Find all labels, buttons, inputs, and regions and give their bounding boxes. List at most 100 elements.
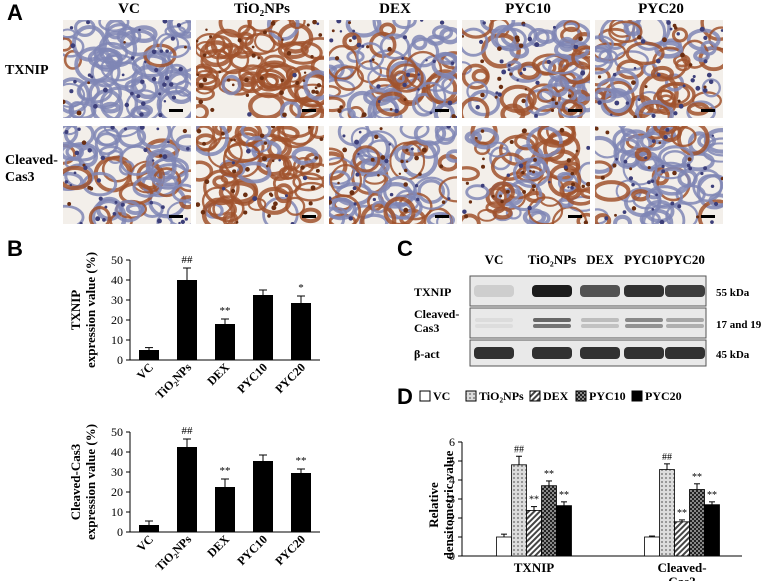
tissue-septum <box>558 36 576 52</box>
tissue-septum <box>175 80 191 97</box>
scale-bar <box>435 109 449 112</box>
tissue-septum <box>708 26 723 51</box>
cell-nucleus <box>421 147 427 153</box>
tissue-septum <box>708 193 723 208</box>
tissue-septum <box>179 195 191 210</box>
panelB-chart-txnip: TXNIPexpression value (%) 0 10 20 30 40 50 VC ##… <box>68 252 320 402</box>
cell-nucleus <box>87 81 90 85</box>
blot-lane-label: DEX <box>586 252 614 267</box>
cell-nucleus <box>522 23 526 27</box>
cell-nucleus <box>499 59 504 64</box>
cell-nucleus <box>95 216 101 222</box>
cell-nucleus <box>501 69 507 75</box>
blot-row-label: Cleaved-Cas3 <box>414 307 459 335</box>
cell-nucleus <box>259 133 265 138</box>
cell-nucleus <box>295 80 300 86</box>
tissue-septum <box>634 99 675 118</box>
cell-nucleus <box>622 210 627 215</box>
cell-nucleus <box>499 194 503 198</box>
panelD-ytick-label: 6 <box>449 435 455 449</box>
panelB-category-label: TiO₂NPs <box>153 360 195 402</box>
cell-nucleus <box>403 182 408 187</box>
cell-nucleus <box>481 164 486 169</box>
panelD-bar <box>704 504 720 557</box>
legend-swatch <box>465 390 477 402</box>
cell-nucleus <box>272 159 275 163</box>
cell-nucleus <box>356 42 362 48</box>
tissue-septum <box>467 89 501 117</box>
cell-nucleus <box>497 46 502 51</box>
panelB-ytick-label: 0 <box>117 353 123 367</box>
tissue-septum <box>212 175 229 189</box>
blot-band <box>474 347 514 359</box>
cell-nucleus <box>303 71 307 74</box>
panelB-chart-cleaved-cas3: Cleaved-Cas3expression value (%) 0 10 20 30 4… <box>68 424 320 574</box>
panelD-ytick-label: 1 <box>449 530 455 544</box>
tissue-septum <box>308 126 324 139</box>
blot-molecular-weight: 45 kDa <box>716 349 750 361</box>
cell-nucleus <box>527 36 533 42</box>
cell-nucleus <box>651 113 656 118</box>
cell-nucleus <box>196 39 199 43</box>
panelB-ytick-label: 10 <box>111 333 123 347</box>
tissue-septum <box>441 75 457 95</box>
tissue-septum <box>431 24 454 41</box>
cell-nucleus <box>339 30 343 33</box>
cell-nucleus <box>316 83 322 88</box>
panelB-ytick-label: 10 <box>111 505 123 519</box>
tissue-septum <box>543 132 581 165</box>
tissue-septum <box>500 103 526 118</box>
cell-nucleus <box>497 76 502 81</box>
cell-nucleus <box>650 179 655 184</box>
cell-nucleus <box>205 28 208 32</box>
tissue-septum <box>462 63 490 90</box>
cell-nucleus <box>273 201 278 207</box>
cell-nucleus <box>196 202 201 207</box>
cell-nucleus <box>700 171 704 176</box>
panelB-ytick-label: 30 <box>111 465 123 479</box>
blot-band <box>533 318 571 322</box>
cell-nucleus <box>73 171 77 175</box>
cell-nucleus <box>439 20 445 25</box>
cell-nucleus <box>316 22 320 26</box>
cell-nucleus <box>63 99 66 105</box>
tissue-septum <box>462 213 481 224</box>
cell-nucleus <box>314 86 318 90</box>
tissue-septum <box>276 126 315 139</box>
cell-nucleus <box>405 160 409 163</box>
cell-nucleus <box>81 140 87 145</box>
panelB-ytick-label: 20 <box>111 485 123 499</box>
legend-label: PYC20 <box>645 389 682 403</box>
cell-nucleus <box>706 72 712 78</box>
micrograph-tile <box>329 126 457 224</box>
blot-row-label: TXNIP <box>414 285 451 299</box>
tissue-septum <box>170 126 191 148</box>
cell-nucleus <box>420 20 424 22</box>
cell-nucleus <box>69 183 73 187</box>
tissue-septum <box>445 149 457 163</box>
panelB-category-label: DEX <box>204 360 232 388</box>
tissue-septum <box>462 20 494 39</box>
cell-nucleus <box>231 83 235 87</box>
tissue-septum <box>218 180 258 205</box>
tissue-septum <box>576 212 590 224</box>
cell-nucleus <box>370 157 375 162</box>
tissue-septum <box>610 69 639 96</box>
tissue-septum <box>221 74 242 96</box>
legend-label: PYC10 <box>589 389 626 403</box>
cell-nucleus <box>414 155 419 161</box>
cell-nucleus <box>661 169 666 174</box>
tissue-septum <box>63 165 93 191</box>
cell-nucleus <box>394 108 399 114</box>
cell-nucleus <box>532 170 536 174</box>
cell-nucleus <box>571 182 576 187</box>
panelD-significance: ** <box>692 472 702 483</box>
tissue-septum <box>291 146 319 166</box>
tissue-septum <box>218 20 252 38</box>
cell-nucleus <box>371 58 375 62</box>
tissue-septum <box>608 20 643 43</box>
tissue-septum <box>240 126 272 141</box>
cell-nucleus <box>74 150 80 156</box>
tissue-septum <box>196 103 209 118</box>
cell-nucleus <box>509 72 513 76</box>
